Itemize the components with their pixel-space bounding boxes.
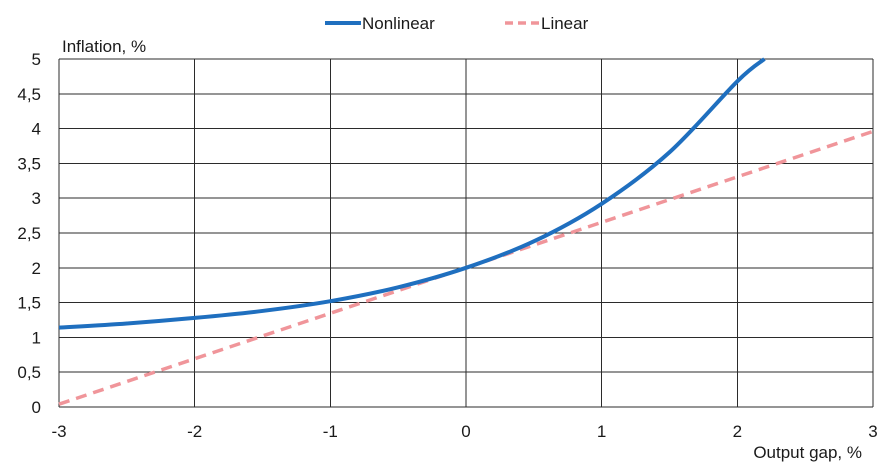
x-tick-label: -1	[323, 422, 338, 441]
x-axis-label: Output gap, %	[753, 443, 862, 462]
y-tick-label: 0,5	[17, 363, 41, 382]
x-tick-label: 3	[868, 422, 877, 441]
x-tick-label: 1	[597, 422, 606, 441]
x-tick-label: 2	[733, 422, 742, 441]
x-tick-label: -3	[51, 422, 66, 441]
y-tick-label: 1	[32, 328, 41, 347]
y-tick-label: 2,5	[17, 224, 41, 243]
y-tick-label: 3	[32, 189, 41, 208]
x-tick-label: -2	[187, 422, 202, 441]
y-tick-label: 3,5	[17, 154, 41, 173]
y-tick-label: 5	[32, 50, 41, 69]
legend-label-linear: Linear	[541, 14, 589, 33]
y-tick-label: 4	[32, 120, 41, 139]
x-tick-label: 0	[461, 422, 470, 441]
legend: Nonlinear Linear	[325, 14, 589, 33]
x-tick-labels: -3 -2 -1 0 1 2 3	[51, 422, 877, 441]
y-tick-labels: 0 0,5 1 1,5 2 2,5 3 3,5 4 4,5 5	[17, 50, 41, 417]
series-line-nonlinear	[58, 57, 766, 330]
y-tick-label: 0	[32, 398, 41, 417]
y-tick-label: 1,5	[17, 294, 41, 313]
grid	[58, 58, 874, 408]
legend-label-nonlinear: Nonlinear	[362, 14, 435, 33]
y-tick-label: 4,5	[17, 85, 41, 104]
y-axis-label: Inflation, %	[62, 37, 146, 56]
series-lines	[58, 57, 874, 406]
y-tick-label: 2	[32, 259, 41, 278]
